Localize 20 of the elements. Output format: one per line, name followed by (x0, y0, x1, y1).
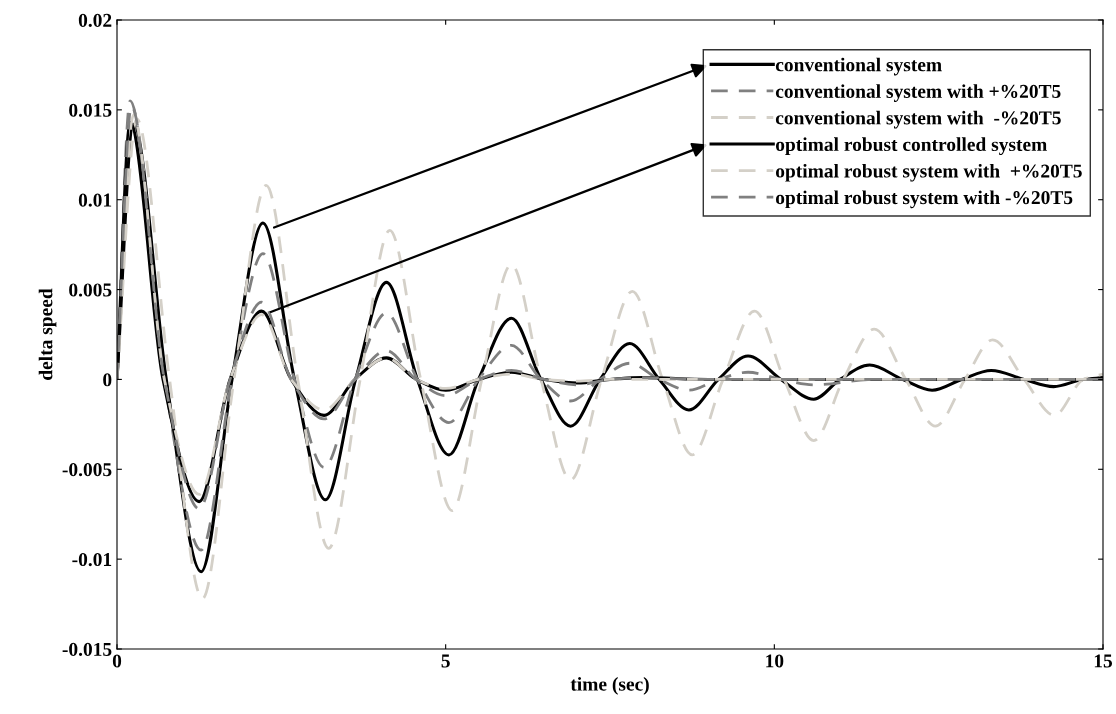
x-tick-label: 10 (766, 654, 784, 668)
y-tick-label: -0.015 (62, 642, 112, 657)
x-tick-label: 15 (1094, 654, 1113, 668)
x-tick-label: 0 (112, 654, 122, 668)
y-tick-label: 0.01 (78, 193, 112, 207)
legend-label: conventional system (775, 57, 942, 76)
y-tick-label: -0.005 (62, 463, 112, 477)
x-axis-title: time (sec) (570, 677, 649, 695)
legend-label: conventional system with -%20T5 (775, 110, 1061, 129)
y-tick-label: 0.02 (78, 13, 112, 28)
legend-label: optimal robust system with +%20T5 (775, 163, 1082, 182)
y-axis-title: delta speed (38, 288, 57, 380)
y-tick-label: 0.015 (69, 103, 112, 117)
x-tick-label: 5 (441, 654, 450, 668)
y-tick-label: -0.01 (72, 552, 112, 567)
legend-label: optimal robust controlled system (775, 137, 1047, 156)
y-tick-label: 0 (103, 373, 112, 387)
y-tick-label: 0.005 (69, 283, 112, 297)
legend-label: conventional system with +%20T5 (775, 84, 1061, 102)
legend-label: optimal robust system with -%20T5 (775, 190, 1073, 209)
